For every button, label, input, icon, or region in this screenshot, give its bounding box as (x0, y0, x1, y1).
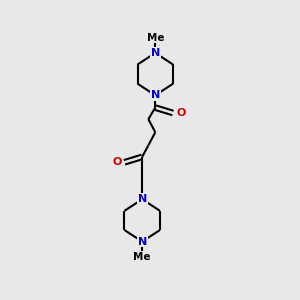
Text: O: O (112, 157, 122, 167)
Text: Me: Me (146, 32, 164, 43)
Text: O: O (176, 108, 185, 118)
Text: N: N (138, 237, 147, 247)
Text: N: N (151, 48, 160, 58)
Text: Me: Me (134, 252, 151, 262)
Text: N: N (138, 194, 147, 204)
Text: N: N (151, 90, 160, 100)
